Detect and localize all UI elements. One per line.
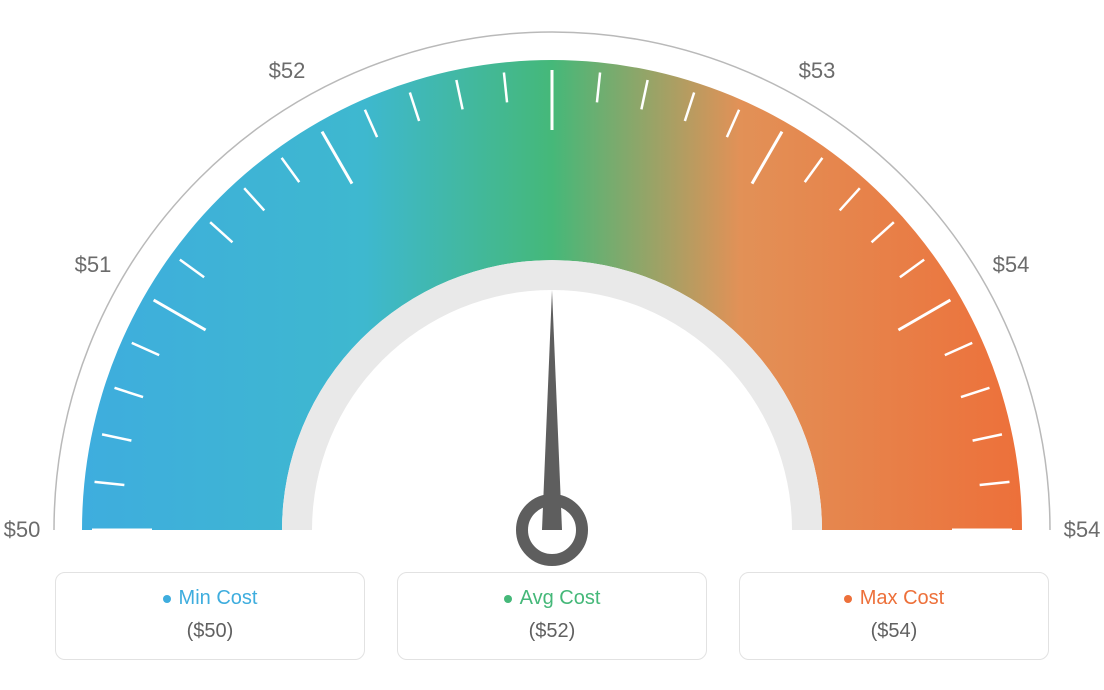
legend-card-max: Max Cost ($54) [739, 572, 1049, 660]
legend-card-min: Min Cost ($50) [55, 572, 365, 660]
gauge-tick-label: $51 [75, 252, 112, 277]
legend-row: Min Cost ($50) Avg Cost ($52) Max Cost ($54) [55, 572, 1049, 660]
legend-card-avg: Avg Cost ($52) [397, 572, 707, 660]
legend-label: Max Cost [860, 587, 944, 610]
gauge-tick-label: $52 [534, 10, 571, 12]
legend-value: ($54) [740, 620, 1048, 643]
gauge-tick-label: $53 [799, 58, 836, 83]
gauge-tick-label: $52 [269, 58, 306, 83]
max-dot-icon [844, 595, 852, 603]
gauge-tick-label: $54 [993, 252, 1030, 277]
gauge-svg: $50 $51 $52 $52 $53 $54 $54 [0, 10, 1104, 570]
legend-label: Min Cost [179, 587, 258, 610]
legend-value: ($52) [398, 620, 706, 643]
legend-value: ($50) [56, 620, 364, 643]
legend-label: Avg Cost [520, 587, 601, 610]
gauge-tick-label: $54 [1064, 517, 1101, 542]
cost-gauge: $50 $51 $52 $52 $53 $54 $54 [0, 0, 1104, 560]
gauge-tick-label: $50 [4, 517, 41, 542]
min-dot-icon [163, 595, 171, 603]
avg-dot-icon [504, 595, 512, 603]
